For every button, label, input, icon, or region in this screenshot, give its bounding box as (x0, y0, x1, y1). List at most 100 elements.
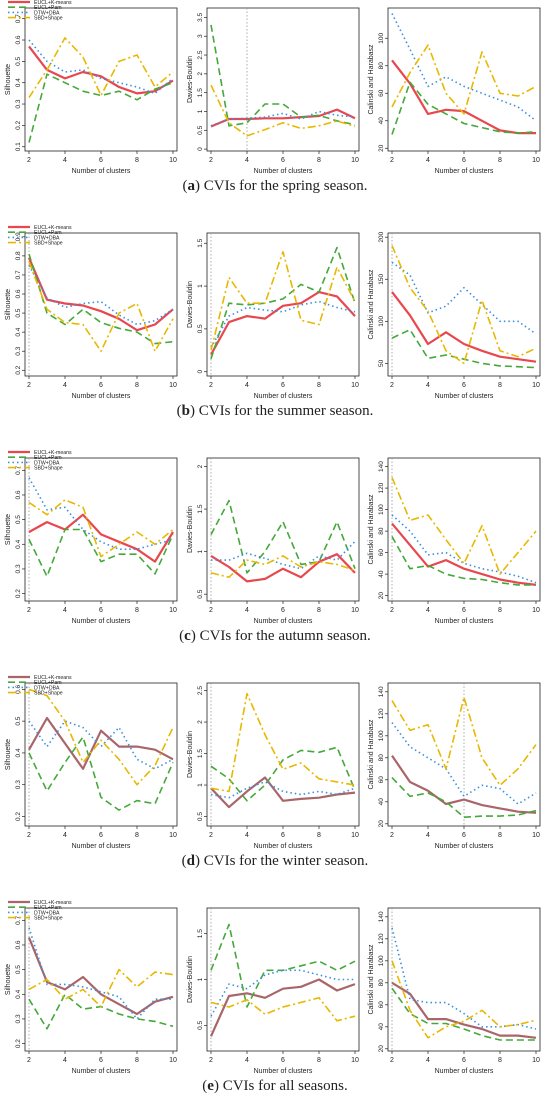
series-line-dtw-dba (210, 300, 356, 349)
series-line-eucl-pam (391, 987, 536, 1041)
x-axis-label: Number of clusters (254, 618, 313, 625)
series-line-eucl-kmeans (28, 45, 174, 95)
y-tick-label: 0.4 (15, 539, 22, 548)
panel-a-2: 0 0.5 1 1.5 2 2.5 3 3.5 2 4 6 8 10 Number of clusters… (187, 7, 360, 175)
x-axis-label: Number of clusters (254, 393, 313, 400)
panel-b-3: 50 100 150 200 2 4 6 8 10 Number of clusters Calin… (368, 231, 541, 400)
y-tick-label: 100 (378, 32, 385, 43)
y-axis-label: Silhouette (5, 289, 12, 320)
series-line-dtw-dba (391, 261, 537, 335)
y-axis-label: Silhouette (5, 64, 12, 95)
plot-frame (206, 7, 360, 152)
cvi-charts-d: 0.2 0.3 0.4 0.5 0.6 2 4 6 8 10 Number of clusters S… (5, 675, 541, 850)
caption-e: (e) CVIs for all seasons. (202, 1078, 348, 1094)
series-line-dtw-dba (28, 477, 174, 550)
x-tick-label: 2 (27, 1057, 31, 1064)
figure-row-a: 0.1 0.2 0.3 0.4 0.5 0.6 0.7 2 4 6 8 10 Number of clu… (0, 0, 550, 200)
legend-label: DTW+DBA (34, 685, 60, 691)
x-axis-label: Number of clusters (435, 1068, 494, 1075)
y-tick-label: 80 (378, 527, 385, 535)
y-tick-label: 20 (378, 1045, 385, 1053)
plot-frame (206, 907, 360, 1052)
panel-d-3: 20 40 60 80 100 120 140 2 4 6 8 10 Number of cluster… (368, 682, 541, 850)
panel-c-1: 0.2 0.3 0.4 0.5 0.6 0.7 2 4 6 8 10 Number of cluste… (5, 457, 178, 625)
y-tick-label: 0.4 (15, 748, 22, 757)
x-tick-label: 10 (351, 1057, 359, 1064)
plot-frame (387, 457, 541, 602)
series-line-eucl-pam (391, 81, 537, 135)
x-tick-label: 2 (209, 382, 213, 389)
legend-label: EUCL+Pam (34, 905, 62, 911)
series-line-eucl-pam (28, 73, 174, 143)
series-line-sbd-shape (28, 968, 174, 1008)
x-tick-label: 4 (245, 382, 249, 389)
x-tick-label: 2 (390, 1057, 394, 1064)
series-line-dtw-dba (210, 969, 355, 1017)
series-line-eucl-kmeans (27, 937, 174, 1016)
y-tick-label: 150 (378, 273, 385, 284)
y-tick-label: 0.3 (15, 346, 22, 355)
x-tick-label: 4 (426, 382, 430, 389)
x-tick-label: 6 (462, 832, 466, 839)
x-tick-label: 2 (27, 382, 31, 389)
caption-c: (c) CVIs for the autumn season. (179, 628, 371, 644)
x-tick-label: 2 (209, 1057, 213, 1064)
series-line-eucl-kmeans (391, 291, 537, 363)
panel-d-2: 0.5 1 1.5 2 2.5 2 4 6 8 10 Number of clusters Davie… (187, 682, 360, 850)
series-line-dtw-dba (28, 265, 174, 326)
panel-e-1: 0.2 0.3 0.4 0.5 0.6 0.7 2 4 6 8 10 Number of cluste… (5, 907, 178, 1075)
y-tick-label: 0.3 (15, 564, 22, 573)
x-axis-label: Number of clusters (254, 1068, 313, 1075)
x-axis-label: Number of clusters (435, 618, 494, 625)
x-tick-label: 8 (498, 1057, 502, 1064)
y-tick-label: 0.7 (15, 915, 22, 924)
y-tick-label: 60 (378, 1001, 385, 1009)
y-tick-label: 0.2 (15, 812, 22, 821)
y-tick-label: 0.5 (197, 812, 204, 821)
y-tick-label: 0.7 (15, 270, 22, 279)
x-axis-label: Number of clusters (254, 843, 313, 850)
legend-label: SBD+Shape (34, 916, 63, 922)
legend-label: EUCL+Pam (34, 230, 62, 236)
caption-text: CVIs for all seasons. (222, 1078, 348, 1094)
x-tick-label: 4 (426, 607, 430, 614)
x-tick-label: 6 (462, 1057, 466, 1064)
x-tick-label: 10 (169, 157, 177, 164)
caption-letter: d (186, 853, 196, 869)
y-tick-label: 100 (378, 316, 385, 327)
y-axis-label: Silhouette (5, 514, 12, 545)
y-tick-label: 100 (378, 955, 385, 966)
legend-label: EUCL+K-means (34, 225, 72, 231)
x-tick-label: 2 (27, 157, 31, 164)
legend-label: EUCL+K-means (34, 675, 72, 681)
figure-row-c: 0.2 0.3 0.4 0.5 0.6 0.7 2 4 6 8 10 Number of cluste… (0, 450, 550, 650)
y-tick-label: 0.7 (15, 14, 22, 23)
x-tick-label: 10 (169, 607, 177, 614)
y-tick-label: 0.5 (15, 515, 22, 524)
x-tick-label: 2 (390, 382, 394, 389)
x-tick-label: 4 (63, 1057, 67, 1064)
y-tick-label: 0.8 (15, 251, 22, 260)
x-tick-label: 8 (498, 157, 502, 164)
x-tick-label: 6 (281, 832, 285, 839)
panel-e-2: 0.5 1 1.5 2 4 6 8 10 Number of clusters Davies-Bo… (187, 907, 360, 1075)
y-tick-label: 100 (378, 730, 385, 741)
panel-a-3: 20 40 60 80 100 2 4 6 8 10 Number of clusters Calin… (368, 7, 541, 175)
y-tick-label: 0.4 (15, 327, 22, 336)
y-tick-label: 2.5 (197, 686, 204, 695)
panel-a-1: 0.1 0.2 0.3 0.4 0.5 0.6 0.7 2 4 6 8 10 Number of clu… (5, 7, 178, 175)
x-tick-label: 8 (498, 382, 502, 389)
series-line-eucl-kmeans (391, 522, 537, 586)
x-tick-label: 4 (245, 832, 249, 839)
x-tick-label: 10 (532, 1057, 540, 1064)
plot-frame (387, 7, 541, 152)
series-line-sbd-shape (391, 960, 537, 1039)
x-tick-label: 6 (462, 157, 466, 164)
y-axis-label: Silhouette (5, 964, 12, 995)
y-tick-label: 100 (378, 504, 385, 515)
series-line-sbd-shape (391, 44, 537, 115)
x-tick-label: 4 (63, 607, 67, 614)
series-line-sbd-shape (391, 477, 537, 575)
y-tick-label: 60 (378, 549, 385, 557)
legend-label: EUCL+K-means (34, 450, 72, 456)
